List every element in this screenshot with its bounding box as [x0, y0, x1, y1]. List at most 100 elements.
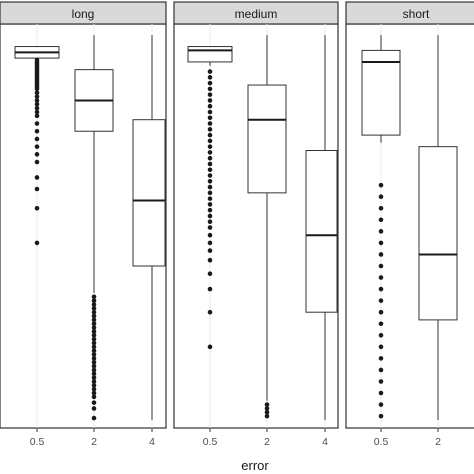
- outlier-long-0.5-19: [34, 102, 40, 107]
- outlier-long-2-26: [91, 394, 97, 400]
- outlier-long-2-8: [91, 325, 97, 330]
- outlier-medium-0.5-28: [207, 232, 213, 238]
- outlier-long-0.5-18: [34, 98, 40, 103]
- outlier-long-2-28: [91, 406, 97, 411]
- x-tick-label-long-4: 4: [149, 436, 155, 448]
- outlier-short-0.5-5: [378, 240, 384, 246]
- strip-label-short: short: [403, 7, 430, 21]
- outlier-medium-0.5-31: [207, 257, 213, 263]
- outlier-medium-2-1: [264, 406, 270, 411]
- outlier-medium-2-2: [264, 410, 270, 415]
- outlier-medium-0.5-3: [207, 86, 213, 92]
- outlier-long-2-20: [91, 371, 97, 377]
- outlier-short-0.5-18: [378, 390, 384, 396]
- outlier-medium-0.5-20: [207, 184, 213, 190]
- outlier-medium-0.5-11: [207, 132, 213, 138]
- outlier-short-0.5-13: [378, 333, 384, 338]
- box-medium-2: [247, 84, 287, 194]
- x-axis-label: error: [241, 458, 269, 473]
- outlier-medium-0.5-27: [207, 225, 213, 230]
- outlier-long-0.5-15: [34, 86, 40, 92]
- outlier-medium-0.5-25: [207, 213, 213, 219]
- outlier-short-0.5-20: [378, 413, 384, 419]
- outlier-medium-0.5-10: [207, 127, 213, 132]
- outlier-medium-0.5-1: [207, 75, 213, 80]
- outlier-long-0.5-16: [34, 90, 40, 96]
- x-tick-label-medium-2: 2: [264, 436, 270, 448]
- outlier-medium-0.5-26: [207, 219, 213, 225]
- outlier-long-0.5-29: [34, 175, 40, 180]
- outlier-long-0.5-31: [34, 205, 40, 211]
- outlier-short-0.5-8: [378, 275, 384, 280]
- outlier-medium-0.5-21: [207, 190, 213, 196]
- outlier-medium-0.5-32: [207, 271, 213, 277]
- x-tick-label-long-0.5: 0.5: [30, 436, 45, 448]
- outlier-medium-0.5-34: [207, 309, 213, 315]
- outlier-medium-0.5-8: [207, 115, 213, 121]
- outlier-medium-0.5-5: [207, 98, 213, 103]
- outlier-medium-0.5-29: [207, 240, 213, 246]
- box-medium-4: [305, 150, 338, 313]
- outlier-short-0.5-11: [378, 309, 384, 315]
- outlier-long-2-9: [91, 329, 97, 334]
- outlier-short-0.5-3: [378, 217, 384, 223]
- box-long-4: [132, 119, 166, 267]
- outlier-short-0.5-0: [378, 182, 384, 188]
- outlier-medium-0.5-17: [207, 167, 213, 173]
- box-medium-0.5: [187, 46, 233, 63]
- outlier-long-2-4: [91, 309, 97, 315]
- outlier-long-0.5-32: [34, 240, 40, 246]
- outlier-medium-0.5-0: [207, 69, 213, 74]
- outlier-long-2-21: [91, 375, 97, 380]
- strip-short: [345, 1, 474, 25]
- outlier-long-0.5-24: [34, 128, 40, 134]
- outlier-long-0.5-23: [34, 121, 40, 126]
- outlier-medium-0.5-16: [207, 161, 213, 167]
- outlier-medium-0.5-15: [207, 155, 213, 161]
- outlier-short-0.5-9: [378, 286, 384, 292]
- outlier-long-2-2: [91, 302, 97, 307]
- outlier-short-0.5-2: [378, 205, 384, 211]
- strip-long: [0, 1, 167, 25]
- outlier-medium-0.5-2: [207, 80, 213, 86]
- outlier-medium-0.5-13: [207, 144, 213, 149]
- outlier-medium-0.5-18: [207, 173, 213, 178]
- x-tick-label-long-2: 2: [91, 436, 97, 448]
- outlier-short-0.5-4: [378, 229, 384, 234]
- outlier-long-2-1: [91, 298, 97, 303]
- outlier-long-2-10: [91, 333, 97, 338]
- outlier-long-2-18: [91, 363, 97, 369]
- outlier-short-0.5-16: [378, 367, 384, 373]
- outlier-medium-2-3: [264, 413, 270, 419]
- outlier-long-2-27: [91, 400, 97, 405]
- outlier-short-0.5-14: [378, 344, 384, 350]
- outlier-long-2-23: [91, 383, 97, 388]
- outlier-long-2-13: [91, 344, 97, 350]
- outlier-long-2-24: [91, 386, 97, 392]
- outlier-long-0.5-17: [34, 94, 40, 99]
- outlier-medium-0.5-33: [207, 286, 213, 292]
- box-short-0.5: [361, 49, 401, 136]
- outlier-short-0.5-15: [378, 356, 384, 361]
- outlier-long-0.5-28: [34, 159, 40, 165]
- outlier-long-2-15: [91, 352, 97, 357]
- outlier-long-2-3: [91, 306, 97, 311]
- outlier-short-0.5-17: [378, 379, 384, 384]
- outlier-short-0.5-1: [378, 194, 384, 199]
- outlier-medium-0.5-35: [207, 344, 213, 350]
- outlier-long-2-12: [91, 340, 97, 346]
- outlier-long-2-19: [91, 367, 97, 373]
- outlier-long-0.5-25: [34, 136, 40, 142]
- outlier-long-0.5-21: [34, 109, 40, 115]
- x-tick-label-medium-4: 4: [322, 436, 328, 448]
- outlier-long-2-6: [91, 317, 97, 323]
- strip-medium: [173, 1, 339, 25]
- outlier-long-2-0: [91, 294, 97, 300]
- outlier-medium-0.5-7: [207, 109, 213, 115]
- outlier-long-2-11: [91, 336, 97, 342]
- outlier-medium-0.5-19: [207, 179, 213, 184]
- outlier-medium-0.5-24: [207, 207, 213, 213]
- outlier-medium-0.5-22: [207, 196, 213, 201]
- strip-label-medium: medium: [235, 7, 278, 21]
